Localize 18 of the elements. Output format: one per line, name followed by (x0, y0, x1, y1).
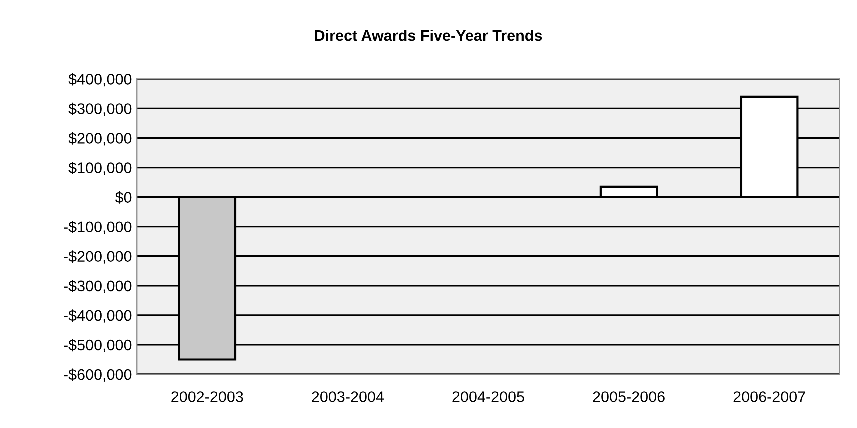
x-tick-label: 2006-2007 (734, 392, 806, 402)
x-tick-label: 2002-2003 (172, 392, 244, 402)
bar (600, 186, 658, 198)
chart-title: Direct Awards Five-Year Trends (315, 30, 542, 42)
x-tick-label: 2004-2005 (452, 392, 524, 402)
y-tick-label: -$600,000 (64, 368, 132, 382)
x-tick-label: 2003-2004 (312, 392, 384, 402)
y-tick-label: -$100,000 (64, 221, 132, 234)
y-tick-label: $0 (115, 192, 132, 204)
y-tick-label: -$500,000 (64, 339, 132, 352)
y-tick-label: -$400,000 (64, 310, 132, 323)
y-tick-label: $300,000 (68, 102, 132, 116)
y-tick-label: -$300,000 (64, 280, 132, 294)
y-tick-label: $100,000 (68, 162, 132, 176)
y-tick-label: $400,000 (68, 73, 132, 87)
y-tick-label: -$200,000 (64, 250, 132, 264)
x-tick-label: 2005-2006 (593, 392, 665, 402)
y-tick-label: $200,000 (68, 132, 132, 146)
